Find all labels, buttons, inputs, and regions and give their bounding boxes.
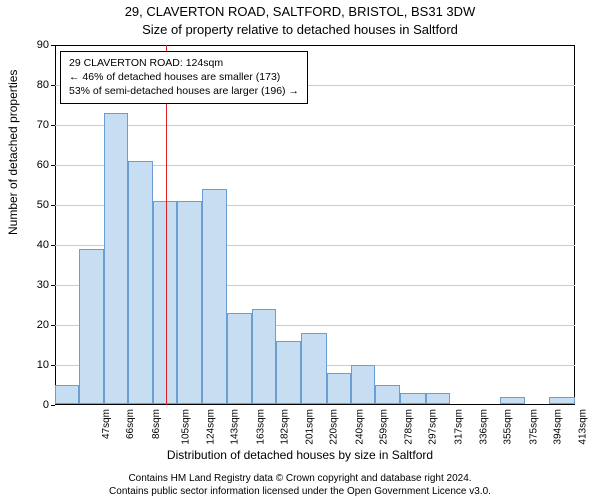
histogram-bar bbox=[500, 397, 524, 404]
gridline bbox=[55, 125, 575, 126]
y-axis-label: Number of detached properties bbox=[6, 70, 20, 235]
histogram-bar bbox=[202, 189, 228, 404]
xtick-label: 163sqm bbox=[255, 409, 266, 445]
ytick-label: 80 bbox=[37, 79, 49, 91]
annotation-line: 53% of semi-detached houses are larger (… bbox=[69, 84, 299, 98]
annotation-line: 29 CLAVERTON ROAD: 124sqm bbox=[69, 56, 299, 70]
histogram-bar bbox=[227, 313, 251, 404]
ytick-mark bbox=[51, 45, 55, 46]
histogram-bar bbox=[79, 249, 103, 404]
xtick-label: 259sqm bbox=[379, 409, 390, 445]
histogram-bar bbox=[276, 341, 300, 404]
xtick-label: 143sqm bbox=[230, 409, 241, 445]
ytick-label: 70 bbox=[37, 119, 49, 131]
ytick-mark bbox=[51, 325, 55, 326]
xtick-label: 278sqm bbox=[403, 409, 414, 445]
ytick-mark bbox=[51, 285, 55, 286]
xtick-label: 240sqm bbox=[355, 409, 366, 445]
ytick-mark bbox=[51, 405, 55, 406]
xtick-label: 394sqm bbox=[553, 409, 564, 445]
ytick-label: 20 bbox=[37, 319, 49, 331]
histogram-bar bbox=[400, 393, 426, 404]
xtick-label: 220sqm bbox=[329, 409, 340, 445]
ytick-label: 50 bbox=[37, 199, 49, 211]
histogram-bar bbox=[426, 393, 450, 404]
chart-title-line2: Size of property relative to detached ho… bbox=[0, 22, 600, 37]
histogram-bar bbox=[177, 201, 201, 404]
ytick-label: 90 bbox=[37, 39, 49, 51]
plot-area: 010203040506070809047sqm66sqm86sqm105sqm… bbox=[55, 45, 575, 405]
ytick-mark bbox=[51, 85, 55, 86]
annotation-box: 29 CLAVERTON ROAD: 124sqm← 46% of detach… bbox=[60, 51, 308, 104]
xtick-label: 47sqm bbox=[101, 409, 112, 439]
xtick-label: 297sqm bbox=[428, 409, 439, 445]
ytick-mark bbox=[51, 365, 55, 366]
ytick-label: 10 bbox=[37, 359, 49, 371]
ytick-label: 0 bbox=[43, 399, 49, 411]
xtick-label: 201sqm bbox=[304, 409, 315, 445]
xtick-label: 413sqm bbox=[577, 409, 588, 445]
histogram-bar bbox=[375, 385, 399, 404]
xtick-label: 375sqm bbox=[528, 409, 539, 445]
xtick-label: 124sqm bbox=[205, 409, 216, 445]
ytick-mark bbox=[51, 125, 55, 126]
footer-line2: Contains public sector information licen… bbox=[0, 486, 600, 497]
xtick-label: 317sqm bbox=[454, 409, 465, 445]
histogram-bar bbox=[55, 385, 79, 404]
histogram-bar bbox=[549, 397, 575, 404]
footer-line1: Contains HM Land Registry data © Crown c… bbox=[0, 473, 600, 484]
xtick-label: 66sqm bbox=[125, 409, 136, 439]
ytick-label: 40 bbox=[37, 239, 49, 251]
histogram-bar bbox=[128, 161, 152, 404]
histogram-bar bbox=[327, 373, 351, 404]
ytick-mark bbox=[51, 245, 55, 246]
xtick-label: 86sqm bbox=[151, 409, 162, 439]
histogram-bar bbox=[301, 333, 327, 404]
histogram-bar bbox=[252, 309, 276, 404]
histogram-bar bbox=[351, 365, 375, 404]
annotation-line: ← 46% of detached houses are smaller (17… bbox=[69, 70, 299, 84]
xtick-label: 336sqm bbox=[478, 409, 489, 445]
histogram-bar bbox=[104, 113, 128, 404]
xtick-label: 355sqm bbox=[503, 409, 514, 445]
ytick-label: 60 bbox=[37, 159, 49, 171]
ytick-mark bbox=[51, 205, 55, 206]
chart-container: 29, CLAVERTON ROAD, SALTFORD, BRISTOL, B… bbox=[0, 0, 600, 500]
xtick-label: 105sqm bbox=[181, 409, 192, 445]
x-axis-label: Distribution of detached houses by size … bbox=[0, 448, 600, 462]
xtick-label: 182sqm bbox=[280, 409, 291, 445]
ytick-label: 30 bbox=[37, 279, 49, 291]
ytick-mark bbox=[51, 165, 55, 166]
chart-title-line1: 29, CLAVERTON ROAD, SALTFORD, BRISTOL, B… bbox=[0, 4, 600, 19]
